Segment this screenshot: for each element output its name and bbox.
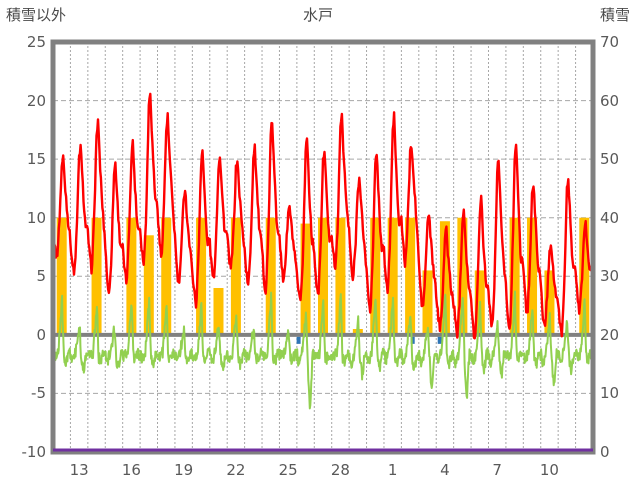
right-axis-tick-label: 60	[600, 91, 620, 110]
x-axis-tick-label: 7	[492, 461, 502, 479]
right-axis-tick-label: 10	[600, 384, 620, 403]
red-line	[51, 92, 594, 340]
blue-bar	[410, 336, 415, 344]
right-axis-tick-label: 70	[600, 33, 620, 51]
orange-bar	[300, 223, 311, 335]
orange-bar	[579, 217, 590, 335]
x-axis-tick-label: 1	[387, 461, 398, 479]
chart-title: 水戸	[302, 6, 333, 24]
left-axis-tick-label: -10	[21, 443, 47, 461]
left-axis-tick-label: 10	[26, 208, 46, 227]
right-axis-tick-label: 50	[600, 150, 620, 169]
orange-bar	[213, 288, 224, 335]
left-axis-tick-label: -5	[31, 384, 46, 403]
orange-bar	[126, 217, 137, 335]
plot-border	[50, 39, 596, 455]
orange-bar	[509, 217, 520, 335]
orange-bar	[422, 270, 433, 335]
x-axis-tick-label: 10	[539, 461, 559, 479]
x-axis-tick-label: 28	[330, 461, 350, 479]
left-axis-tick-label: 5	[36, 267, 46, 286]
green-line	[52, 290, 594, 410]
orange-bar	[544, 270, 555, 335]
x-axis-tick-label: 25	[278, 461, 298, 479]
orange-bar	[405, 217, 416, 335]
right-axis-tick-label: 30	[600, 267, 620, 286]
x-axis-tick-label: 13	[69, 461, 89, 479]
orange-bar	[230, 217, 241, 335]
orange-bar	[143, 235, 154, 335]
right-axis-title: 積雪	[599, 6, 630, 24]
orange-bar	[56, 217, 67, 335]
right-axis-tick-label: 0	[600, 443, 610, 461]
x-axis-tick-label: 19	[174, 461, 194, 479]
x-axis-tick-label: 16	[121, 461, 141, 479]
orange-bar	[527, 217, 538, 335]
orange-bar	[439, 221, 450, 335]
orange-bar	[318, 217, 328, 335]
orange-bar	[457, 217, 468, 335]
left-axis-tick-label: 25	[26, 33, 46, 51]
orange-bar	[161, 217, 172, 335]
orange-bar	[91, 217, 102, 335]
left-axis-tick-label: 15	[26, 150, 46, 169]
right-axis-tick-label: 40	[600, 208, 620, 227]
left-axis-tick-label: 20	[26, 91, 46, 110]
left-axis-tick-label: 0	[36, 325, 46, 344]
left-axis-title: 積雪以外	[6, 6, 67, 24]
orange-bar	[265, 217, 276, 335]
x-axis-tick-label: 4	[440, 461, 450, 479]
orange-bar	[387, 217, 398, 335]
blue-bar	[296, 336, 301, 344]
right-axis-tick-label: 20	[600, 325, 620, 344]
blue-bar	[437, 336, 442, 344]
orange-bar	[196, 217, 207, 335]
orange-bar	[370, 217, 381, 335]
orange-bar	[335, 217, 346, 335]
x-axis-tick-label: 22	[226, 461, 246, 479]
